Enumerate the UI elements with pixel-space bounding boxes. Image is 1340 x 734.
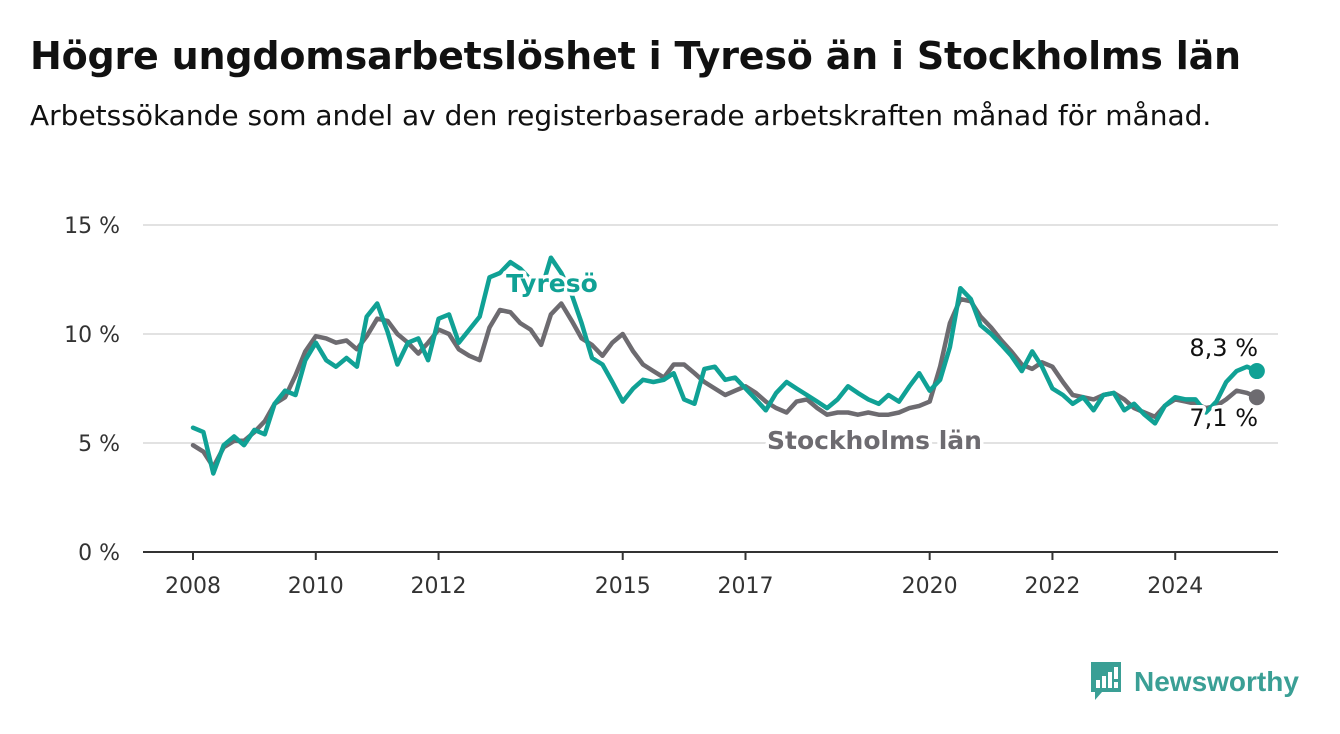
x-tick-label: 2008 [165, 574, 221, 599]
y-tick-label: 5 % [78, 432, 120, 457]
y-tick-label: 0 % [78, 541, 120, 566]
series-label-tyreso: Tyresö [506, 269, 598, 298]
series-line-stockholms-l-n [190, 296, 1260, 470]
x-tick-label: 2012 [411, 574, 467, 599]
end-point-tyres- [1248, 363, 1265, 380]
series-line-tyres- [190, 255, 1260, 476]
chart-subtitle: Arbetssökande som andel av den registerb… [30, 99, 1212, 132]
y-axis-tick-labels: 0 % 5 % 10 % 15 % [64, 214, 120, 566]
y-tick-label: 10 % [64, 323, 120, 348]
x-tick-label: 2017 [718, 574, 774, 599]
series-labels: Tyresö Stockholms län 8,3 % 7,1 % [503, 266, 1262, 459]
series-lines [190, 255, 1265, 476]
series-label-stockholms-lan: Stockholms län [767, 426, 982, 455]
newsworthy-logo: Newsworthy [1088, 660, 1299, 704]
gridlines [143, 224, 1278, 444]
brand-name: Newsworthy [1134, 666, 1299, 697]
end-point-stockholms-l-n [1248, 389, 1265, 406]
x-tick-label: 2020 [902, 574, 958, 599]
x-tick-label: 2024 [1147, 574, 1203, 599]
x-tick-label: 2015 [595, 574, 651, 599]
x-axis-ticks: 2008 2010 2012 2015 2017 2020 2022 2024 [165, 552, 1203, 599]
y-tick-label: 15 % [64, 214, 120, 239]
end-label-stockholms-lan: 7,1 % [1189, 404, 1258, 432]
x-tick-label: 2010 [288, 574, 344, 599]
x-tick-label: 2022 [1024, 574, 1080, 599]
end-label-tyreso: 8,3 % [1189, 334, 1258, 362]
bar-chart-badge-icon [1091, 662, 1121, 700]
chart-title: Högre ungdomsarbetslöshet i Tyresö än i … [30, 34, 1241, 78]
